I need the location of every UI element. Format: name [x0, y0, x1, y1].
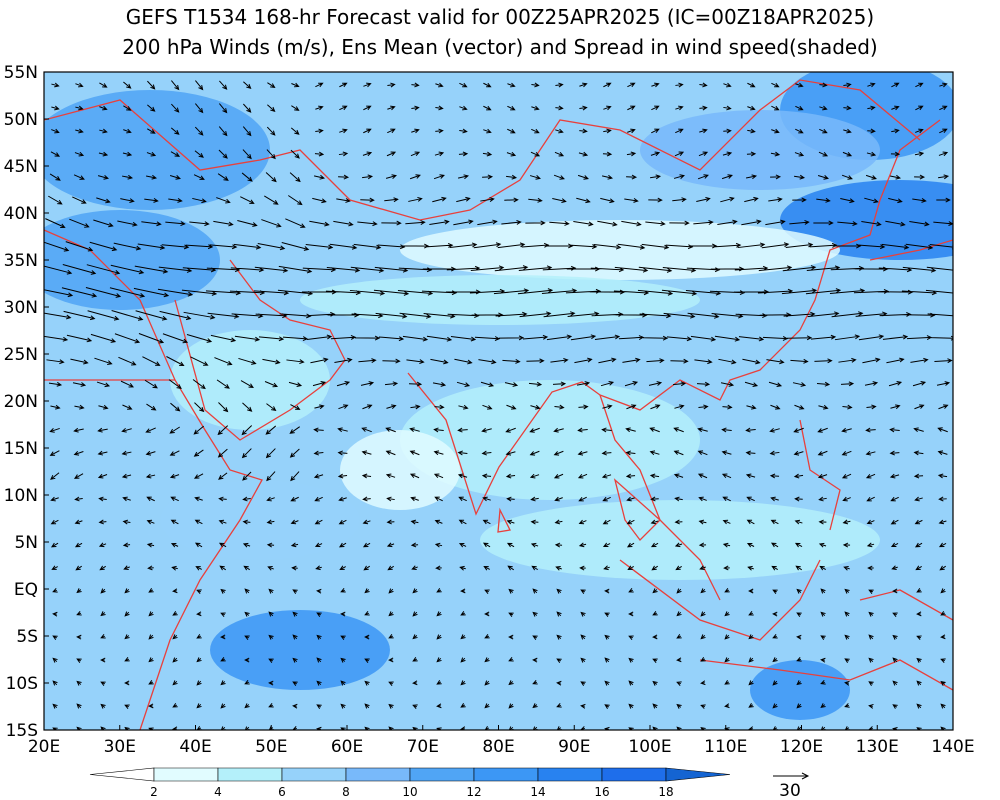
- colorbar-segment: [281, 767, 347, 782]
- lat-label: 30N: [4, 298, 38, 318]
- shade-blob: [170, 330, 330, 430]
- lat-label: EQ: [14, 580, 38, 600]
- colorbar-segment: [89, 767, 155, 782]
- shade-blob: [160, 480, 360, 560]
- colorbar-label: 8: [342, 785, 350, 799]
- colorbar-label: 16: [594, 785, 609, 799]
- colorbar-label: 12: [466, 785, 481, 799]
- lon-label: 90E: [558, 737, 590, 757]
- colorbar-label: 6: [278, 785, 286, 799]
- lat-label: 45N: [4, 157, 38, 177]
- shade-blob: [400, 220, 840, 280]
- shade-blob: [44, 90, 270, 210]
- lon-label: 110E: [704, 737, 747, 757]
- colorbar-label: 10: [402, 785, 417, 799]
- colorbar-segment: [153, 767, 219, 782]
- colorbar-segment: [473, 767, 539, 782]
- coastlines: [44, 79, 953, 730]
- lon-label: 80E: [482, 737, 514, 757]
- colorbar-label: 18: [658, 785, 673, 799]
- reference-arrowhead: [801, 772, 810, 780]
- lon-label: 40E: [179, 737, 211, 757]
- lat-label: 5N: [14, 533, 38, 553]
- lat-label: 50N: [4, 110, 38, 130]
- lon-label: 120E: [780, 737, 823, 757]
- lon-label: 20E: [28, 737, 60, 757]
- subtitle: 200 hPa Winds (m/s), Ens Mean (vector) a…: [122, 35, 877, 59]
- wind-vectors: [44, 80, 953, 730]
- colorbar-segment: [409, 767, 475, 782]
- colorbar-segment: [665, 767, 731, 782]
- lon-label: 140E: [931, 737, 974, 757]
- colorbar-label: 4: [214, 785, 222, 799]
- lat-label: 40N: [4, 204, 38, 224]
- colorbar-segment: [601, 767, 667, 782]
- shade-blob: [400, 380, 700, 500]
- lat-label: 55N: [4, 63, 38, 83]
- lon-label: 60E: [331, 737, 363, 757]
- lat-label: 15N: [4, 439, 38, 459]
- colorbar-segment: [345, 767, 411, 782]
- shade-blob: [44, 210, 220, 310]
- lon-label: 70E: [407, 737, 439, 757]
- colorbar-segment: [537, 767, 603, 782]
- lon-label: 30E: [104, 737, 136, 757]
- colorbar-label: 14: [530, 785, 545, 799]
- lat-label: 35N: [4, 251, 38, 271]
- shade-blob: [340, 430, 460, 510]
- lat-label: 20N: [4, 392, 38, 412]
- lat-label: 25N: [4, 345, 38, 365]
- title: GEFS T1534 168-hr Forecast valid for 00Z…: [126, 5, 874, 29]
- lon-label: 50E: [255, 737, 287, 757]
- shade-blob: [210, 610, 390, 690]
- lat-label: 5S: [16, 627, 38, 647]
- lat-label: 15S: [6, 721, 38, 741]
- colorbar: 2 4 6 8 10 12 14 16 18: [89, 767, 731, 799]
- lat-label: 10N: [4, 486, 38, 506]
- lon-label: 100E: [628, 737, 671, 757]
- lat-label: 10S: [6, 674, 38, 694]
- colorbar-label: 2: [150, 785, 158, 799]
- spread-shading: [44, 72, 953, 730]
- lon-label: 130E: [856, 737, 899, 757]
- shade-blob: [750, 660, 850, 720]
- reference-label: 30: [779, 781, 801, 800]
- shade-blob: [300, 275, 700, 325]
- colorbar-segment: [217, 767, 283, 782]
